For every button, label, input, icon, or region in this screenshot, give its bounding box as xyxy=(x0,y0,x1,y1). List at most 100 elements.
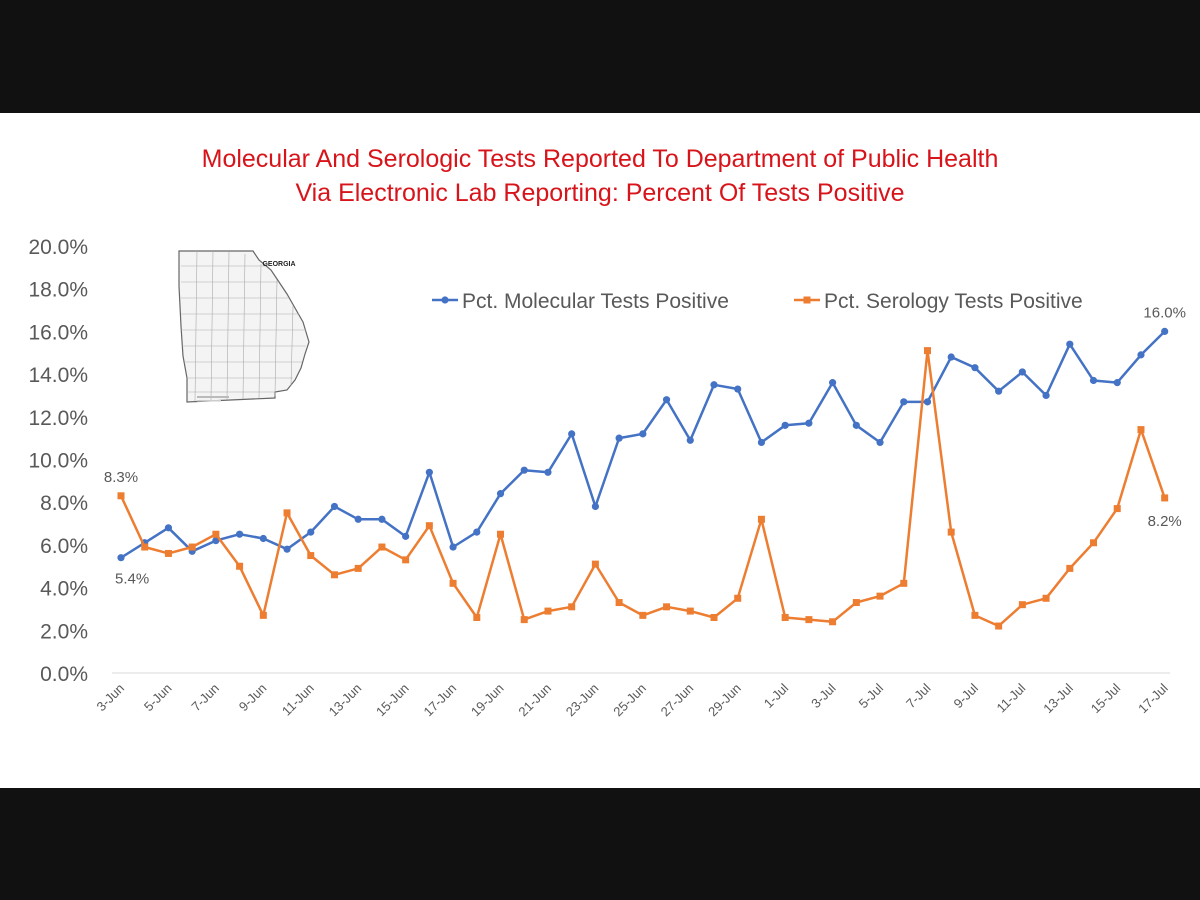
data-point xyxy=(402,556,410,564)
data-point xyxy=(663,603,671,611)
data-point xyxy=(568,603,576,611)
y-tick-label: 2.0% xyxy=(40,620,88,643)
data-point xyxy=(900,398,908,406)
data-point xyxy=(259,534,267,543)
data-point xyxy=(876,438,884,447)
data-point xyxy=(473,528,481,536)
data-point xyxy=(117,554,125,562)
x-tick-label: 13-Jun xyxy=(326,681,365,720)
data-point xyxy=(900,579,908,587)
data-point xyxy=(259,611,267,619)
data-point xyxy=(164,549,172,557)
x-tick-label: 7-Jun xyxy=(188,681,222,715)
data-point xyxy=(591,560,599,568)
data-point xyxy=(639,611,647,619)
data-point xyxy=(1089,376,1098,385)
x-tick-label: 3-Jul xyxy=(808,680,839,711)
data-point xyxy=(971,611,979,619)
data-point xyxy=(496,490,505,498)
x-tick-label: 7-Jul xyxy=(903,680,934,711)
data-point xyxy=(615,599,623,607)
x-tick-label: 9-Jun xyxy=(236,681,270,715)
x-tick-label: 21-Jun xyxy=(515,681,554,720)
data-point xyxy=(852,599,860,607)
data-point xyxy=(520,466,528,474)
data-point xyxy=(307,552,315,560)
data-point xyxy=(164,524,173,532)
data-point xyxy=(425,522,433,530)
data-point xyxy=(212,530,220,538)
data-point xyxy=(662,396,671,404)
x-tick-label: 27-Jun xyxy=(658,681,697,720)
x-tick-label: 23-Jun xyxy=(563,681,602,720)
x-tick-label: 17-Jul xyxy=(1135,680,1171,716)
data-point xyxy=(781,613,789,621)
y-tick-label: 20.0% xyxy=(28,236,88,259)
chart-title-line-1: Molecular And Serologic Tests Reported T… xyxy=(201,145,999,173)
data-point xyxy=(520,616,528,624)
x-tick-label: 13-Jul xyxy=(1040,680,1076,716)
data-point xyxy=(1137,351,1145,359)
data-point xyxy=(236,530,244,538)
y-tick-label: 12.0% xyxy=(28,407,88,430)
data-point xyxy=(686,607,694,615)
data-point xyxy=(283,545,291,553)
data-point xyxy=(757,515,765,523)
x-tick-label: 3-Jun xyxy=(94,681,128,715)
x-tick-label: 29-Jun xyxy=(705,681,744,720)
data-point xyxy=(591,502,600,511)
y-tick-label: 10.0% xyxy=(28,450,88,473)
data-point xyxy=(188,543,196,551)
data-point xyxy=(734,594,742,602)
georgia-map-icon: GEORGIA xyxy=(178,250,310,403)
data-point xyxy=(1161,327,1169,335)
data-point xyxy=(354,564,362,572)
y-tick-label: 6.0% xyxy=(40,535,88,558)
data-point xyxy=(141,543,149,551)
x-tick-label: 25-Jun xyxy=(610,681,649,720)
data-point xyxy=(1066,564,1074,572)
data-point xyxy=(544,468,552,476)
data-point xyxy=(402,532,410,540)
data-point xyxy=(1018,601,1026,609)
y-tick-label: 4.0% xyxy=(40,578,88,601)
x-tick-label: 1-Jul xyxy=(761,680,792,711)
data-point xyxy=(425,468,433,476)
data-point xyxy=(544,607,552,615)
data-point xyxy=(710,381,718,389)
data-point xyxy=(947,528,955,536)
data-point xyxy=(615,434,623,442)
map-label: GEORGIA xyxy=(262,261,295,268)
data-point xyxy=(995,622,1003,630)
data-point xyxy=(781,421,789,429)
data-point xyxy=(971,364,979,372)
x-tick-label: 11-Jul xyxy=(994,680,1029,715)
data-point xyxy=(805,616,813,624)
data-point xyxy=(1042,594,1050,602)
data-point xyxy=(829,618,837,626)
data-point xyxy=(686,436,694,444)
chart-area xyxy=(0,113,1200,788)
data-point xyxy=(639,430,647,438)
data-point xyxy=(1137,426,1145,434)
data-point xyxy=(1090,539,1098,547)
data-point xyxy=(1018,368,1026,376)
data-point xyxy=(449,543,457,551)
x-tick-label: 9-Jul xyxy=(951,680,982,711)
data-point xyxy=(805,419,813,427)
data-point xyxy=(1042,391,1050,400)
y-tick-label: 18.0% xyxy=(28,279,88,302)
data-point xyxy=(473,613,481,621)
legend-marker xyxy=(441,296,449,304)
data-point xyxy=(330,502,339,511)
legend-marker xyxy=(803,296,811,304)
x-tick-label: 5-Jun xyxy=(141,681,175,715)
data-point xyxy=(1066,340,1074,348)
data-label: 8.3% xyxy=(104,469,138,486)
x-tick-label: 17-Jun xyxy=(420,681,459,720)
y-tick-label: 0.0% xyxy=(40,663,88,686)
data-point xyxy=(378,543,386,551)
data-point xyxy=(876,592,884,600)
data-label: 5.4% xyxy=(115,571,149,588)
